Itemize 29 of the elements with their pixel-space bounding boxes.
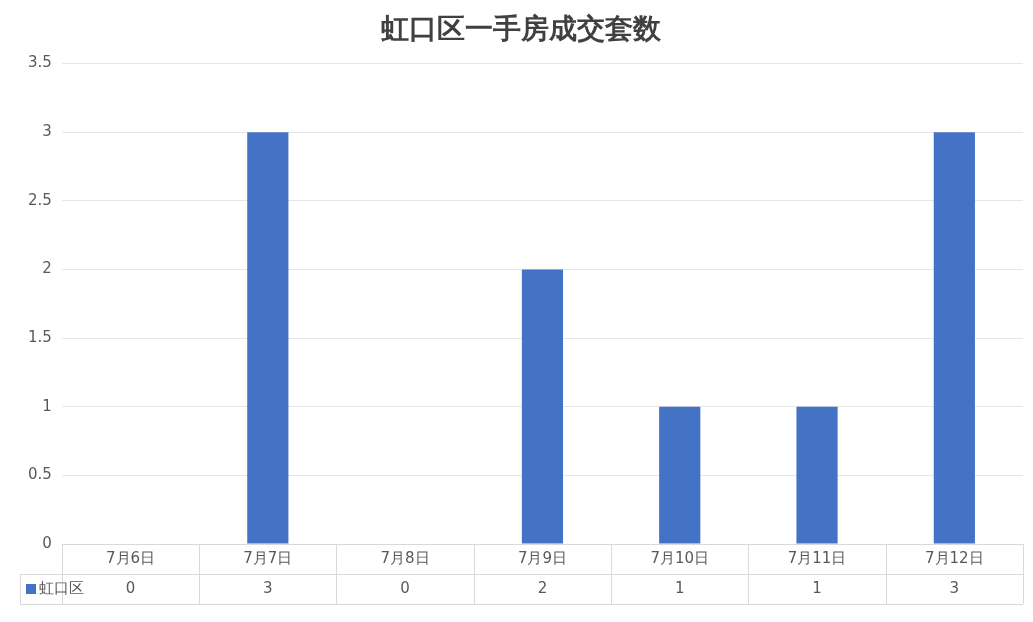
bar: [796, 406, 838, 544]
bar: [247, 132, 289, 544]
x-tick-label: 7月9日: [517, 548, 567, 567]
y-tick-label: 1.5: [28, 328, 52, 346]
y-tick-label: 1: [42, 396, 52, 415]
x-tick-label: 7月8日: [380, 548, 430, 567]
chart-title: 虹口区一手房成交套数: [379, 12, 662, 46]
x-tick-label: 7月10日: [650, 548, 710, 567]
x-tick-label: 7月12日: [925, 548, 984, 567]
y-tick-label: 3: [42, 122, 52, 141]
bar: [659, 406, 701, 544]
data-label: 1: [674, 578, 685, 597]
bar: [521, 269, 564, 544]
bar: [933, 132, 975, 544]
legend-label: 虹口区: [39, 578, 84, 597]
y-tick-label: 0: [42, 533, 52, 552]
data-label: 0: [125, 578, 136, 597]
y-tick-label: 2.5: [28, 190, 52, 209]
x-tick-label: 7月11日: [787, 548, 847, 567]
data-label: 1: [812, 578, 822, 597]
y-tick-label: 0.5: [28, 465, 52, 484]
y-tick-label: 3.5: [28, 53, 52, 72]
y-tick-label: 2: [42, 259, 52, 278]
data-label: 3: [263, 578, 273, 597]
data-label: 2: [537, 578, 548, 597]
data-label: 3: [949, 578, 960, 597]
data-label: 0: [400, 578, 410, 597]
x-tick-label: 7月7日: [243, 548, 293, 567]
x-tick-label: 7月6日: [105, 548, 156, 567]
